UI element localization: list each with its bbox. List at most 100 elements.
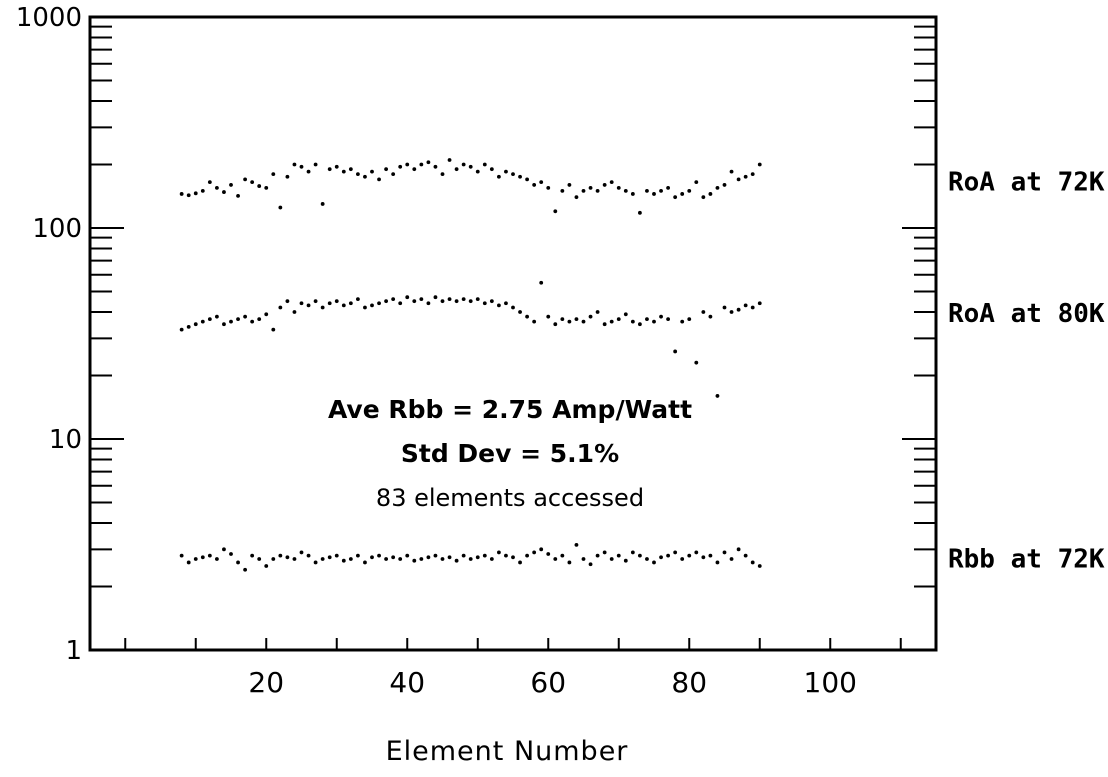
data-point-series-1: [236, 193, 240, 198]
data-point-series-3: [356, 553, 360, 558]
data-point-series-3: [384, 557, 388, 561]
x-axis-label: Element Number: [386, 736, 629, 767]
data-point-series-2: [426, 301, 431, 306]
data-point-series-3: [299, 550, 304, 555]
data-point-series-2: [193, 322, 198, 327]
data-point-series-1: [482, 162, 487, 167]
data-point-series-3: [504, 553, 508, 558]
data-point-series-3: [454, 558, 459, 563]
data-point-series-1: [475, 169, 480, 174]
x-tick-label: 80: [671, 666, 707, 699]
data-point-series-2: [320, 305, 325, 310]
data-point-series-3: [659, 555, 663, 560]
data-point-series-1: [729, 169, 734, 174]
data-point-series-3: [511, 555, 515, 560]
data-point-series-2: [313, 299, 318, 304]
data-point-series-1: [285, 174, 290, 179]
y-axis-ticks: [90, 25, 936, 651]
series-label-2: RoA at 80K: [948, 299, 1105, 329]
data-point-series-2: [652, 319, 656, 324]
data-point-series-3: [313, 560, 318, 565]
data-point-series-2: [489, 299, 494, 304]
data-point-series-3: [729, 557, 734, 561]
data-point-series-1: [539, 180, 544, 185]
data-point-series-1: [630, 192, 635, 196]
data-point-series-3: [334, 553, 339, 558]
data-point-series-1: [687, 188, 692, 193]
data-point-series-3: [708, 553, 713, 558]
data-point-series-3: [673, 550, 678, 555]
data-point-series-3: [440, 557, 445, 561]
data-point-series-3: [546, 552, 551, 556]
data-point-series-1: [680, 192, 685, 196]
data-point-series-3: [200, 555, 205, 560]
x-tick-label: 60: [530, 666, 566, 699]
data-point-series-2: [236, 317, 240, 322]
data-point-series-3: [419, 557, 424, 561]
data-point-series-3: [623, 558, 628, 563]
data-point-series-2: [278, 305, 283, 310]
data-point-series-1: [334, 164, 339, 169]
data-point-series-1: [257, 184, 262, 188]
data-point-series-3: [666, 553, 670, 558]
data-point-series-3: [193, 557, 198, 561]
data-point-series-1: [229, 183, 233, 187]
data-point-series-1: [313, 162, 318, 167]
data-point-series-2: [306, 303, 311, 308]
data-point-series-2: [398, 301, 403, 306]
data-point-series-2: [666, 317, 670, 322]
data-point-series-3: [715, 560, 720, 565]
data-point-series-2: [708, 314, 713, 319]
data-point-series-1: [743, 174, 748, 179]
data-point-series-2: [179, 327, 184, 332]
data-point-series-2: [539, 280, 544, 285]
data-point-series-3: [757, 564, 762, 568]
data-point-series-2: [609, 319, 614, 324]
data-point-series-1: [327, 167, 332, 172]
data-point-series-2: [250, 319, 255, 324]
data-point-series-3: [215, 557, 219, 561]
data-point-series-3: [377, 553, 381, 558]
data-point-series-3: [736, 547, 741, 552]
series-label-3: Rbb at 72K: [948, 544, 1105, 574]
data-point-series-2: [750, 305, 755, 310]
data-point-series-2: [757, 301, 762, 306]
data-point-series-3: [532, 550, 537, 555]
data-point-series-2: [532, 319, 537, 324]
data-point-series-1: [306, 169, 311, 174]
y-tick-label: 100: [32, 214, 82, 244]
x-axis-ticks: [124, 638, 902, 650]
data-point-series-1: [574, 195, 579, 200]
data-point-series-2: [419, 297, 424, 302]
data-point-series-2: [461, 297, 466, 302]
x-tick-label: 20: [248, 666, 284, 699]
data-point-series-3: [525, 553, 529, 558]
data-point-series-3: [257, 557, 262, 561]
data-point-series-1: [412, 167, 417, 172]
data-point-series-2: [475, 297, 480, 302]
data-point-series-3: [588, 562, 593, 567]
data-point-series-3: [680, 557, 685, 561]
data-point-series-2: [229, 319, 233, 324]
data-point-series-2: [186, 324, 191, 329]
data-point-series-2: [743, 303, 748, 308]
data-point-series-1: [518, 174, 522, 179]
data-point-series-1: [673, 195, 678, 200]
data-point-series-2: [257, 317, 262, 322]
data-point-series-1: [348, 167, 353, 172]
data-point-series-1: [391, 172, 396, 177]
data-point-series-2: [497, 303, 501, 308]
data-point-series-1: [532, 183, 537, 187]
data-point-series-3: [475, 555, 480, 560]
data-point-series-3: [412, 558, 417, 563]
data-point-series-2: [638, 322, 642, 327]
data-point-series-3: [553, 557, 558, 561]
data-point-series-1: [694, 180, 699, 185]
data-point-series-2: [595, 310, 600, 314]
data-point-series-1: [525, 177, 529, 182]
data-point-series-1: [595, 188, 600, 193]
data-point-series-1: [461, 162, 466, 167]
data-point-series-2: [299, 301, 304, 306]
data-point-series-2: [623, 312, 628, 317]
